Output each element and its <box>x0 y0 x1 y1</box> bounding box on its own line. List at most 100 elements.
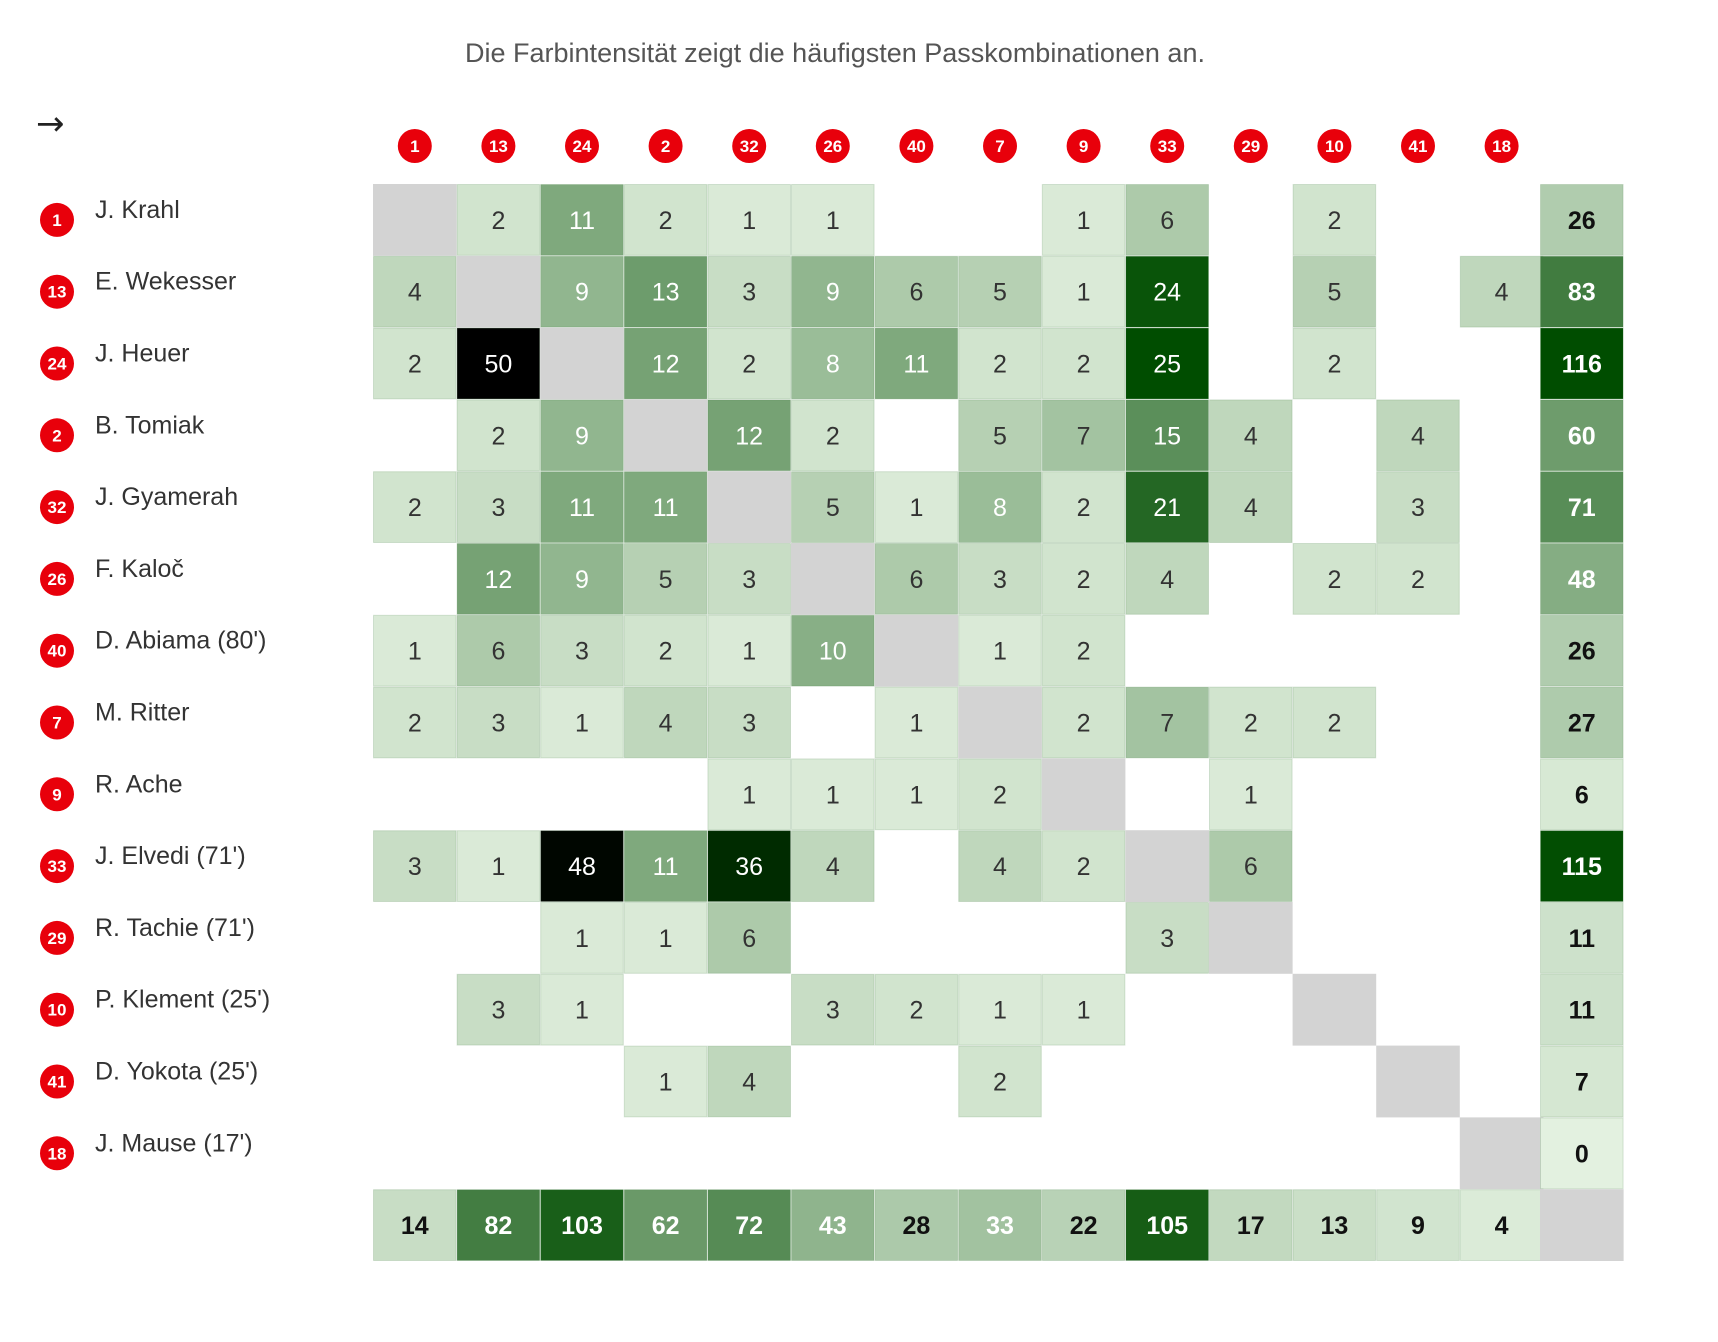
player-name: D. Abiama (80') <box>95 627 267 655</box>
heatmap-cell-value: 2 <box>408 351 422 379</box>
heatmap-cell <box>623 327 708 400</box>
heatmap-cell-value: 3 <box>1160 925 1174 953</box>
heatmap-cell <box>1041 614 1126 687</box>
column-total-cell <box>373 1189 457 1261</box>
heatmap-cell-value: 2 <box>659 207 673 235</box>
column-player-badge: 40 <box>899 129 934 163</box>
column-total-cell <box>1125 1189 1210 1261</box>
heatmap-cell <box>1041 327 1126 400</box>
heatmap-cell <box>373 327 457 400</box>
heatmap-cell <box>623 1045 708 1118</box>
row-player-number: 2 <box>52 426 61 445</box>
column-player-number: 10 <box>1325 137 1344 156</box>
heatmap-cell <box>623 686 708 759</box>
heatmap-cell-value: 1 <box>1077 207 1091 235</box>
column-total-cell <box>1292 1189 1377 1261</box>
heatmap-cell <box>1125 471 1210 544</box>
heatmap-cell-value: 10 <box>819 638 847 666</box>
column-total-value: 103 <box>561 1212 603 1240</box>
column-total-value: 62 <box>652 1212 680 1240</box>
heatmap-cell-value: 9 <box>575 422 589 450</box>
row-total-value: 115 <box>1562 853 1602 881</box>
heatmap-cell <box>1041 471 1126 544</box>
player-number-badge-icon <box>40 561 74 596</box>
heatmap-cell <box>456 543 541 615</box>
heatmap-cell <box>456 471 541 544</box>
row-total-value: 26 <box>1568 207 1596 235</box>
heatmap-cell <box>958 830 1042 903</box>
row-total-cell <box>1540 686 1624 759</box>
column-total-cell <box>1459 1189 1544 1261</box>
row-player-label: 7 M. Ritter <box>40 699 189 740</box>
heatmap-cell <box>1125 543 1210 615</box>
heatmap-cell <box>958 758 1042 831</box>
row-player-label: 1 J. Krahl <box>40 196 180 237</box>
heatmap-cell-value: 6 <box>1160 207 1174 235</box>
heatmap-cell <box>791 184 875 256</box>
column-total-value: 72 <box>735 1212 763 1240</box>
column-total-value: 17 <box>1237 1212 1265 1240</box>
row-total-cell <box>1540 184 1624 256</box>
player-name: R. Tachie (71') <box>95 914 255 942</box>
row-total-cell <box>1540 543 1624 615</box>
heatmap-cell <box>707 1045 792 1118</box>
column-player-number: 9 <box>1079 137 1088 156</box>
player-number-badge-icon <box>40 777 74 812</box>
heatmap-cell <box>791 758 875 831</box>
row-player-label: 29 R. Tachie (71') <box>40 914 255 955</box>
heatmap-cell-value: 5 <box>1327 279 1341 307</box>
column-player-number: 29 <box>1241 137 1260 156</box>
heatmap-cell <box>623 902 708 974</box>
heatmap-cell <box>373 471 457 544</box>
heatmap-cell <box>1292 686 1377 759</box>
heatmap-cell <box>791 399 875 472</box>
column-player-number: 32 <box>740 137 759 156</box>
heatmap-cell-value: 2 <box>742 351 756 379</box>
column-player-badge: 41 <box>1401 129 1435 163</box>
heatmap-cell-value: 3 <box>491 710 505 738</box>
heatmap-cell-value: 1 <box>1077 997 1091 1025</box>
heatmap-cell <box>540 543 624 615</box>
player-number-badge-icon <box>481 129 516 163</box>
heatmap-cell-value: 6 <box>909 279 923 307</box>
row-total-cell <box>1540 973 1624 1046</box>
column-player-number: 2 <box>661 137 670 156</box>
heatmap-cell-value: 1 <box>659 1069 673 1097</box>
heatmap-cell-value: 4 <box>1244 494 1258 522</box>
heatmap-cell <box>1125 255 1210 328</box>
heatmap-cell-value: 3 <box>491 494 505 522</box>
row-total-value: 11 <box>1569 925 1596 953</box>
column-player-badge: 9 <box>1066 129 1101 163</box>
row-player-label: 26 F. Kaloč <box>40 555 184 596</box>
column-total-cell <box>707 1189 792 1261</box>
heatmap-cell-value: 3 <box>742 566 756 594</box>
row-player-number: 7 <box>52 714 61 733</box>
heatmap-cell <box>623 830 708 903</box>
row-total-cell <box>1540 758 1624 831</box>
heatmap-cell <box>791 327 875 400</box>
heatmap-cell-value: 1 <box>993 638 1007 666</box>
player-number-badge-icon <box>899 129 934 163</box>
heatmap-cell-value: 36 <box>735 853 763 881</box>
player-name: F. Kaloč <box>95 555 184 583</box>
heatmap-cell-value: 1 <box>742 781 756 809</box>
diagonal-cell <box>373 184 457 256</box>
heatmap-cell <box>540 614 624 687</box>
heatmap-cell <box>791 973 875 1046</box>
row-player-label: 33 J. Elvedi (71') <box>40 842 246 884</box>
heatmap-cell-value: 5 <box>659 566 673 594</box>
player-number-badge-icon <box>1401 129 1435 163</box>
heatmap-cell-value: 1 <box>993 997 1007 1025</box>
player-number-badge-icon <box>40 1136 74 1171</box>
row-player-label: 40 D. Abiama (80') <box>40 627 267 668</box>
heatmap-cell <box>1041 543 1126 615</box>
heatmap-cell-value: 1 <box>1077 279 1091 307</box>
row-total-value: 11 <box>1569 997 1596 1025</box>
column-total-value: 33 <box>986 1212 1014 1240</box>
column-total-value: 22 <box>1070 1212 1098 1240</box>
heatmap-cell-value: 9 <box>575 279 589 307</box>
heatmap-cell-value: 2 <box>993 1069 1007 1097</box>
player-number-badge-icon <box>1484 129 1519 163</box>
player-number-badge-icon <box>40 490 74 525</box>
row-player-number: 10 <box>48 1001 67 1020</box>
